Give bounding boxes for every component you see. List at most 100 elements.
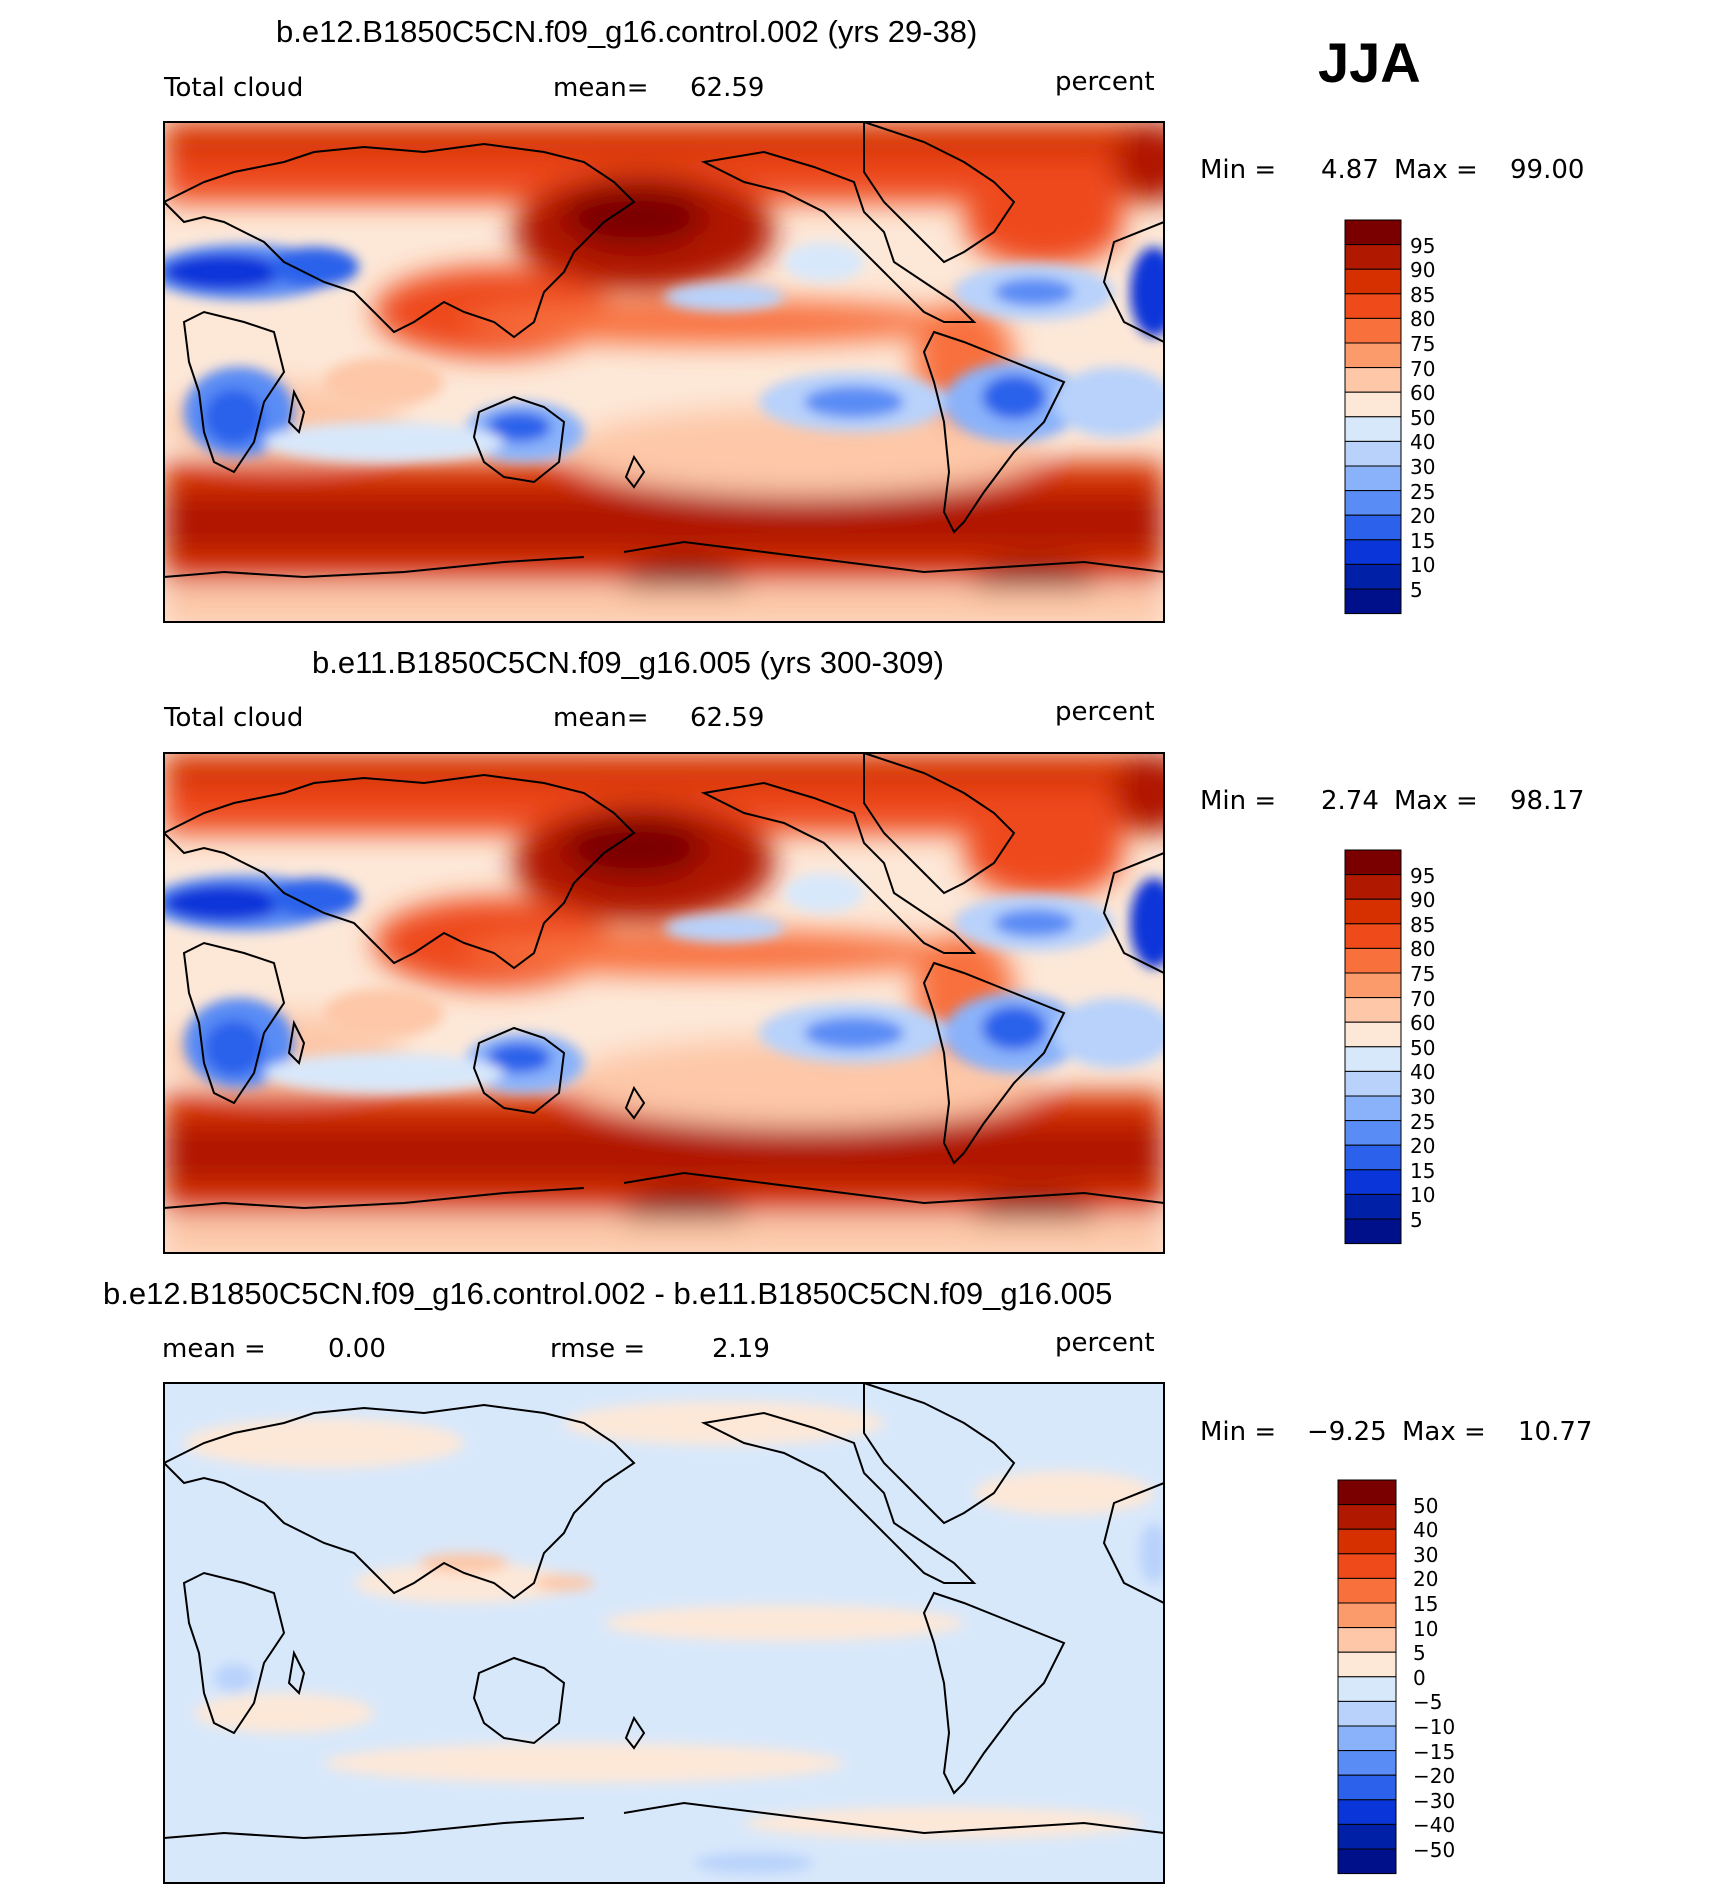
colorbar1-tick-label: 30 <box>1410 455 1436 479</box>
colorbar2-tick-label: 15 <box>1410 1158 1436 1183</box>
colorbar3-swatch <box>1337 1848 1397 1875</box>
colorbar2-swatch <box>1344 1218 1402 1245</box>
colorbar2-swatch <box>1344 1169 1402 1195</box>
colorbar1-tick-label: 60 <box>1410 381 1436 406</box>
colorbar1-swatch <box>1344 367 1402 393</box>
colorbar3-tick-label: −30 <box>1413 1788 1456 1813</box>
colorbar2-tick-label: 80 <box>1410 937 1436 962</box>
colorbar2-swatch <box>1344 972 1402 999</box>
colorbar2-tick-label: 70 <box>1410 986 1436 1011</box>
panel3-mean-label: mean = <box>162 1334 266 1364</box>
panel1-units: percent <box>1055 67 1155 97</box>
colorbar1-swatch <box>1344 416 1402 442</box>
panel2-mean-label: mean= <box>553 703 649 733</box>
panel2-units: percent <box>1055 697 1155 727</box>
colorbar1-swatch <box>1344 440 1402 467</box>
panel3-units: percent <box>1055 1328 1155 1358</box>
panel2-mean-value: 62.59 <box>690 703 765 733</box>
colorbar3-tick-label: −5 <box>1413 1690 1443 1715</box>
colorbar2-swatch <box>1344 997 1402 1023</box>
colorbar2-swatch <box>1344 1193 1402 1220</box>
colorbar2-tick-label: 30 <box>1410 1085 1436 1109</box>
colorbar3-tick-label: 20 <box>1413 1567 1439 1592</box>
colorbar2-swatch <box>1344 1120 1402 1146</box>
colorbar1-tick-label: 85 <box>1410 282 1436 307</box>
colorbar2-swatch <box>1344 923 1402 949</box>
panel2-frame <box>163 752 1165 1254</box>
colorbar2-tick-label: 85 <box>1410 912 1436 937</box>
colorbar1-tick-label: 5 <box>1410 578 1423 602</box>
panel1-min-value: 4.87 <box>1321 155 1379 185</box>
colorbar1-swatch <box>1344 539 1402 565</box>
colorbar1-swatch <box>1344 465 1402 492</box>
colorbar1-swatch <box>1344 563 1402 590</box>
colorbar1-tick-label: 10 <box>1410 553 1436 578</box>
panel3-min-value: −9.25 <box>1307 1417 1387 1447</box>
panel1-title: b.e12.B1850C5CN.f09_g16.control.002 (yrs… <box>276 14 978 49</box>
colorbar2-tick-label: 40 <box>1410 1060 1436 1085</box>
colorbar2-tick-label: 90 <box>1410 888 1436 913</box>
panel2-min-label: Min = <box>1200 786 1277 816</box>
panel2-min-value: 2.74 <box>1321 786 1379 816</box>
colorbar1-swatch <box>1344 244 1402 270</box>
colorbar2-tick-label: 25 <box>1410 1109 1436 1134</box>
colorbar1-swatch <box>1344 514 1402 541</box>
panel3-rmse-value: 2.19 <box>712 1334 770 1364</box>
colorbar3-tick-label: 40 <box>1413 1518 1439 1543</box>
colorbar2-swatch <box>1344 1021 1402 1048</box>
colorbar3-swatch <box>1337 1577 1397 1604</box>
colorbar3-tick-label: −10 <box>1413 1715 1456 1739</box>
colorbar1-swatch <box>1344 293 1402 319</box>
panel3-map <box>164 1383 1164 1883</box>
panel1-variable: Total cloud <box>164 73 304 103</box>
colorbar1-tick-label: 15 <box>1410 528 1436 553</box>
colorbar1-swatch <box>1344 342 1402 369</box>
colorbar1-tick-label: 40 <box>1410 430 1436 455</box>
colorbar1-tick-label: 75 <box>1410 332 1436 356</box>
colorbar1-swatch <box>1344 317 1402 344</box>
colorbar2-swatch <box>1344 1046 1402 1072</box>
colorbar3-swatch <box>1337 1725 1397 1752</box>
panel3-rmse-label: rmse = <box>550 1334 646 1364</box>
colorbar1-tick-label: 70 <box>1410 356 1436 381</box>
panel3-max-label: Max = <box>1402 1417 1486 1447</box>
colorbar2-tick-label: 75 <box>1410 962 1436 986</box>
panel1-map <box>164 122 1164 627</box>
panel1-max-label: Max = <box>1394 155 1478 185</box>
colorbar2-tick-label: 95 <box>1410 863 1436 888</box>
colorbar3-tick-label: 0 <box>1413 1665 1426 1690</box>
colorbar3-tick-label: 15 <box>1413 1592 1439 1616</box>
colorbar1-swatch <box>1344 219 1402 246</box>
colorbar1-swatch <box>1344 588 1402 615</box>
colorbar1-swatch <box>1344 391 1402 418</box>
colorbar1-tick-label: 90 <box>1410 258 1436 283</box>
colorbar3-swatch <box>1337 1774 1397 1801</box>
season-label: JJA <box>1318 31 1421 94</box>
colorbar3-swatch <box>1337 1799 1397 1825</box>
colorbar3-swatch <box>1337 1553 1397 1579</box>
colorbar1-tick-label: 80 <box>1410 307 1436 332</box>
colorbar3-tick-label: −50 <box>1413 1838 1456 1862</box>
panel3-mean-value: 0.00 <box>328 1334 386 1364</box>
colorbar3-tick-label: −15 <box>1413 1739 1456 1764</box>
panel2-max-value: 98.17 <box>1510 786 1585 816</box>
colorbar1-swatch <box>1344 268 1402 295</box>
colorbar1-swatch <box>1344 490 1402 516</box>
colorbar1-tick-label: 20 <box>1410 504 1436 529</box>
colorbar3-swatch <box>1337 1676 1397 1702</box>
colorbar3-tick-label: 50 <box>1413 1493 1439 1518</box>
colorbar2-swatch <box>1344 1144 1402 1171</box>
colorbar2-tick-label: 10 <box>1410 1183 1436 1208</box>
colorbar1-tick-label: 50 <box>1410 405 1436 430</box>
colorbar3-tick-label: 30 <box>1413 1542 1439 1567</box>
panel2-map <box>164 753 1164 1258</box>
panel2-title: b.e11.B1850C5CN.f09_g16.005 (yrs 300-309… <box>312 645 944 680</box>
colorbar2-swatch <box>1344 1070 1402 1097</box>
colorbar3-swatch <box>1337 1528 1397 1555</box>
panel1-mean-value: 62.59 <box>690 73 765 103</box>
panel1-min-label: Min = <box>1200 155 1277 185</box>
colorbar2-swatch <box>1344 947 1402 974</box>
colorbar3-tick-label: 5 <box>1413 1641 1426 1666</box>
colorbar3-swatch <box>1337 1750 1397 1776</box>
